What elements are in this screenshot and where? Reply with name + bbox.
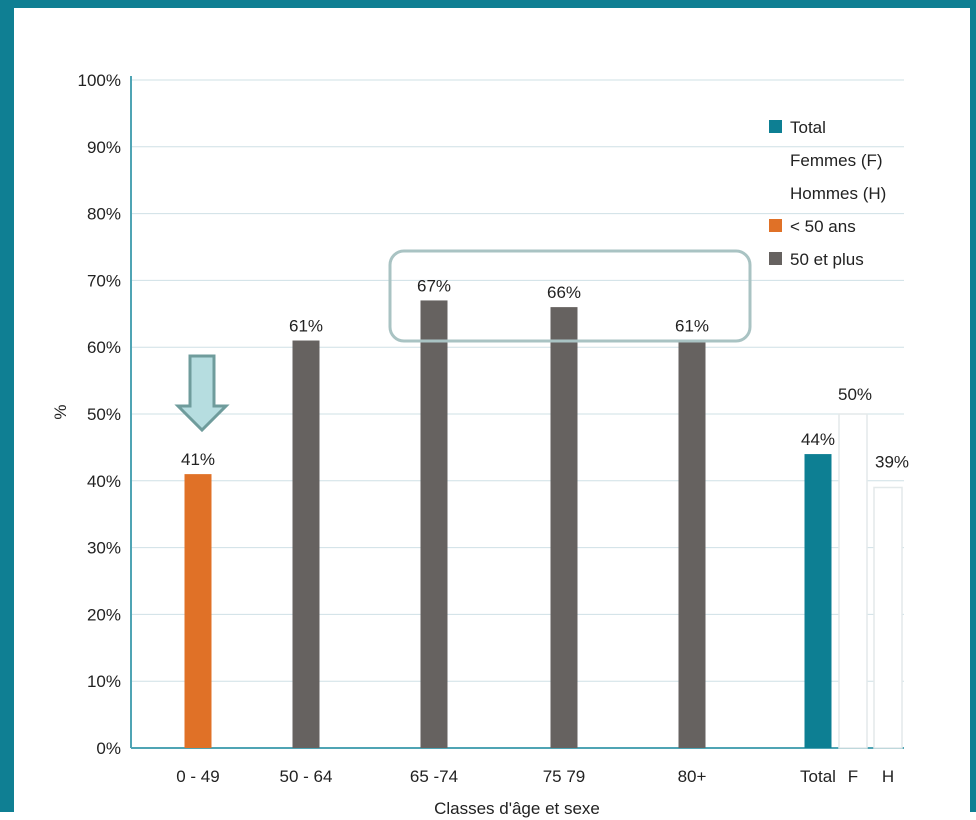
- down-arrow-icon: [174, 354, 230, 433]
- y-tick-label: 60%: [87, 338, 121, 357]
- x-tick-label: 65 -74: [410, 767, 458, 786]
- x-tick-label: H: [882, 767, 894, 786]
- y-tick-label: 0%: [96, 739, 121, 758]
- y-tick-label: 100%: [78, 71, 121, 90]
- data-label: 41%: [181, 450, 215, 469]
- x-axis-title: Classes d'âge et sexe: [434, 799, 600, 818]
- bar-8: [873, 486, 903, 749]
- y-tick-label: 70%: [87, 271, 121, 290]
- y-tick-label: 80%: [87, 205, 121, 224]
- data-label: 67%: [417, 276, 451, 295]
- bar-6: [804, 454, 832, 748]
- legend-swatch: [769, 120, 782, 133]
- bar-3: [420, 300, 448, 748]
- x-tick-label: 50 - 64: [280, 767, 333, 786]
- data-label: 44%: [801, 430, 835, 449]
- y-tick-label: 50%: [87, 405, 121, 424]
- legend-label: Hommes (H): [790, 184, 886, 203]
- bar-4: [550, 307, 578, 748]
- legend-swatch: [769, 219, 782, 232]
- data-label: 50%: [838, 385, 872, 404]
- y-tick-label: 90%: [87, 138, 121, 157]
- highlight-box: [388, 249, 752, 343]
- x-tick-label: Total: [800, 767, 836, 786]
- bar-5: [678, 340, 706, 748]
- bar-2: [292, 340, 320, 748]
- data-label: 61%: [289, 317, 323, 336]
- y-tick-label: 20%: [87, 605, 121, 624]
- x-tick-label: 75 79: [543, 767, 586, 786]
- x-tick-label: 0 - 49: [176, 767, 219, 786]
- legend-label: < 50 ans: [790, 217, 856, 236]
- y-axis-title: %: [51, 404, 70, 419]
- y-tick-label: 40%: [87, 472, 121, 491]
- y-tick-label: 10%: [87, 672, 121, 691]
- legend-label: Total: [790, 118, 826, 137]
- bar-1: [184, 474, 212, 748]
- x-tick-label: F: [848, 767, 858, 786]
- bar-chart: 0% 10% 20% 30% 40% 50% 60% 70% 80% 90% 100%% 41% 0 -…: [51, 71, 909, 818]
- legend-label: 50 et plus: [790, 250, 864, 269]
- bar-7: [838, 413, 868, 749]
- legend-swatch: [769, 252, 782, 265]
- data-label: 66%: [547, 283, 581, 302]
- legend-label: Femmes (F): [790, 151, 883, 170]
- x-tick-label: 80+: [678, 767, 707, 786]
- y-tick-label: 30%: [87, 539, 121, 558]
- data-label: 61%: [675, 317, 709, 336]
- data-label: 39%: [875, 452, 909, 471]
